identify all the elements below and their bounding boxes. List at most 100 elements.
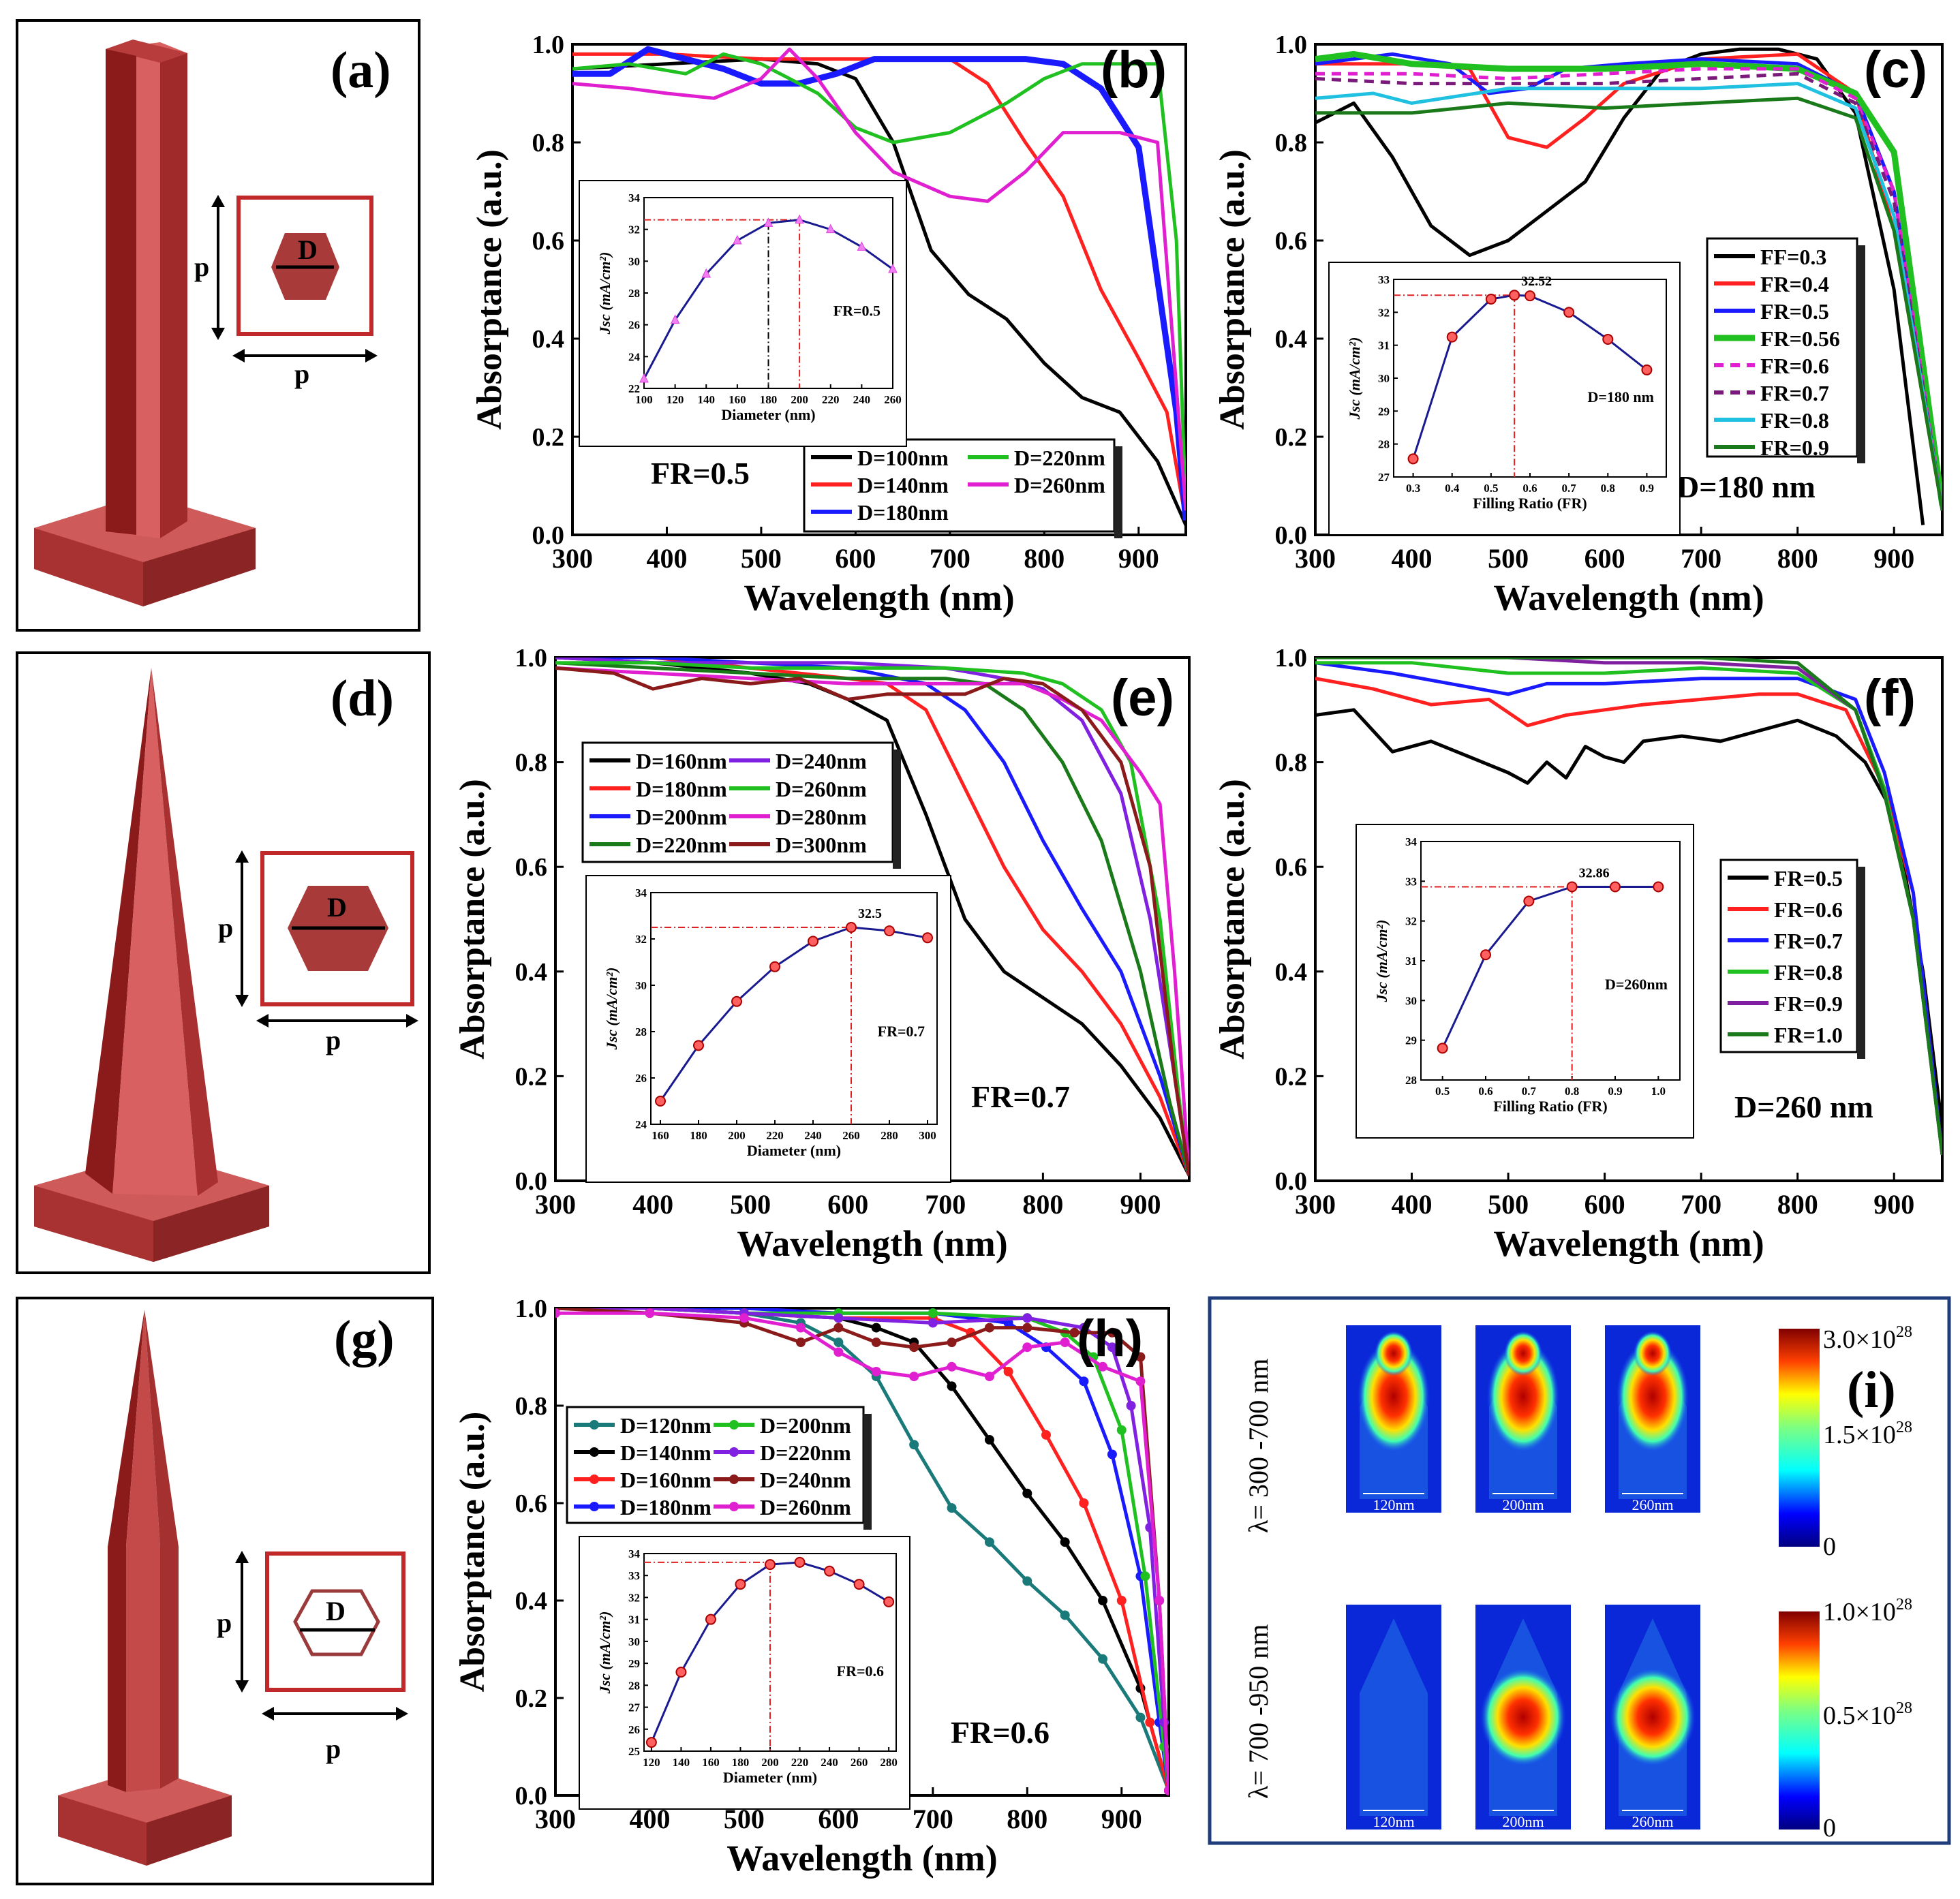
- inset-peak-label-f: 32.86: [1579, 866, 1610, 881]
- inset-point-c: [1485, 294, 1497, 305]
- inset-y-tick-label-b: 26: [628, 319, 640, 332]
- y-tick-label-e: 1.0: [515, 644, 548, 673]
- x-tick-label-e: 300: [535, 1189, 576, 1220]
- inset-background-c: [1328, 262, 1681, 536]
- inset-x-tick-label-h: 160: [702, 1756, 720, 1769]
- x-tick-label-f: 800: [1777, 1189, 1818, 1220]
- inset-x-tick-label-e: 180: [690, 1129, 707, 1142]
- y-tick-label-c: 0.2: [1275, 423, 1308, 452]
- inset-x-tick-label-b: 260: [884, 393, 902, 406]
- legend-label-D=220nm: D=220nm: [636, 833, 727, 857]
- field-map-2-3: 260nm: [1605, 1605, 1700, 1830]
- data-point-D=140nm: [1098, 1596, 1108, 1605]
- y-tick-label-c: 0.6: [1275, 227, 1308, 256]
- colorbar-bottom: [1779, 1611, 1820, 1829]
- y-axis-label-f: Absorptance (a.u.): [1213, 779, 1252, 1060]
- cb1-min: 0: [1823, 1532, 1836, 1561]
- legend-marker-D=160nm: [589, 1475, 599, 1484]
- inset-y-tick-label-f: 32: [1405, 915, 1417, 928]
- inset-y-tick-label-c: 32: [1378, 306, 1390, 319]
- legend-label-FR=0.8: FR=0.8: [1760, 408, 1829, 433]
- legend-label-D=160nm: D=160nm: [636, 749, 727, 773]
- data-point-D=160nm: [1145, 1717, 1155, 1727]
- x-tick-label-e: 400: [632, 1189, 673, 1220]
- series-line-FR=1.0: [1315, 658, 1942, 1155]
- inset-y-tick-label-h: 29: [628, 1657, 640, 1670]
- legend-label-D=160nm: D=160nm: [620, 1468, 711, 1492]
- data-point-D=160nm: [1003, 1366, 1013, 1376]
- field-maps: 120nm 200nm 260nm 120nm 200nm 260nm: [1346, 1325, 1700, 1830]
- legend-label-FR=0.8: FR=0.8: [1774, 960, 1843, 985]
- inset-y-tick-label-h: 33: [628, 1569, 640, 1582]
- y-tick-label-f: 0.4: [1275, 958, 1308, 987]
- inset-f: 0.5 0.6 0.7 0.8 0.9 1.0 28 29 30 31 32 33 34 Filling …: [1356, 824, 1694, 1139]
- x-tick-label-c: 800: [1777, 543, 1818, 574]
- legend-label-D=260nm: D=260nm: [776, 777, 867, 801]
- inset-y-tick-label-b: 22: [628, 382, 640, 395]
- inset-y-tick-label-f: 28: [1405, 1074, 1417, 1087]
- field-hotspot: [1610, 1667, 1696, 1767]
- inset-y-tick-label-e: 30: [635, 979, 647, 992]
- data-point-D=240nm: [984, 1323, 994, 1333]
- x-tick-label-c: 700: [1681, 543, 1721, 574]
- x-tick-label-f: 700: [1681, 1189, 1721, 1220]
- legend-shadow-c: [1857, 245, 1865, 463]
- field-hotspot: [1504, 1331, 1542, 1376]
- inset-point-c: [1525, 290, 1535, 302]
- nanopillar-structure: [34, 40, 256, 606]
- inset-y-label-e: Jsc (mA/cm²): [603, 968, 620, 1051]
- data-point-D=160nm: [1041, 1430, 1051, 1440]
- inset-frame-e: [650, 892, 938, 1125]
- inset-point-e: [693, 1040, 704, 1051]
- y-tick-label-f: 0.0: [1275, 1167, 1308, 1196]
- nanocone-structure: [34, 668, 269, 1262]
- data-point-D=260nm: [1154, 1596, 1165, 1605]
- p-label-horizontal: p: [294, 358, 309, 389]
- inset-y-tick-label-e: 26: [635, 1072, 647, 1085]
- x-tick-label-h: 300: [535, 1804, 576, 1834]
- data-point-D=260nm: [909, 1372, 919, 1382]
- data-point-D=220nm: [928, 1318, 938, 1328]
- y-tick-label-b: 0.0: [532, 521, 565, 550]
- x-tick-label-e: 700: [925, 1189, 966, 1220]
- x-tick-label-c: 600: [1584, 543, 1625, 574]
- panel-a: (a) D p p: [16, 19, 420, 632]
- x-tick-label-b: 900: [1118, 543, 1159, 574]
- y-axis-label-h: Absorptance (a.u.): [453, 1412, 492, 1693]
- scale-label: 260nm: [1632, 1496, 1673, 1513]
- inset-point-f: [1653, 881, 1664, 893]
- inset-x-tick-label-b: 220: [822, 393, 840, 406]
- y-tick-label-c: 0.4: [1275, 325, 1308, 354]
- x-tick-label-c: 900: [1873, 543, 1914, 574]
- panel-i-frame: [1208, 1296, 1951, 1845]
- legend-label-D=140nm: D=140nm: [857, 473, 949, 497]
- x-axis-label-b: Wavelength (nm): [744, 577, 1015, 618]
- inset-x-tick-label-h: 120: [643, 1756, 660, 1769]
- y-tick-label-f: 0.2: [1275, 1062, 1308, 1091]
- data-point-D=180nm: [1107, 1449, 1117, 1460]
- inset-point-h: [883, 1596, 895, 1607]
- legend-marker-D=140nm: [589, 1447, 599, 1457]
- data-point-D=120nm: [947, 1503, 957, 1513]
- data-point-D=200nm: [1140, 1571, 1150, 1581]
- legend-label-D=220nm: D=220nm: [1014, 446, 1105, 470]
- y-tick-label-c: 1.0: [1275, 31, 1308, 59]
- inset-y-tick-label-c: 30: [1378, 372, 1390, 385]
- inset-point-h: [853, 1579, 865, 1590]
- nanopillar-cone-structure: [58, 1310, 232, 1866]
- inset-line-f: [1441, 886, 1659, 1049]
- p-label-horizontal: p: [326, 1025, 341, 1055]
- y-tick-label-h: 0.8: [515, 1392, 548, 1421]
- legend-shadow-b: [1114, 446, 1122, 538]
- inset-y-tick-label-b: 32: [628, 223, 640, 236]
- data-point-D=240nm: [1069, 1327, 1079, 1338]
- x-tick-label-h: 800: [1007, 1804, 1047, 1834]
- label-b: (b): [1101, 41, 1167, 99]
- legend-label-FR=0.5: FR=0.5: [1774, 866, 1843, 891]
- inset-y-tick-label-h: 25: [628, 1745, 640, 1758]
- inset-x-label-e: Diameter (nm): [747, 1142, 841, 1159]
- inset-point-b: [763, 217, 774, 227]
- inset-y-tick-label-c: 27: [1378, 471, 1390, 484]
- annotation-b: FR=0.5: [651, 456, 750, 491]
- inset-x-tick-label-f: 0.9: [1608, 1085, 1622, 1098]
